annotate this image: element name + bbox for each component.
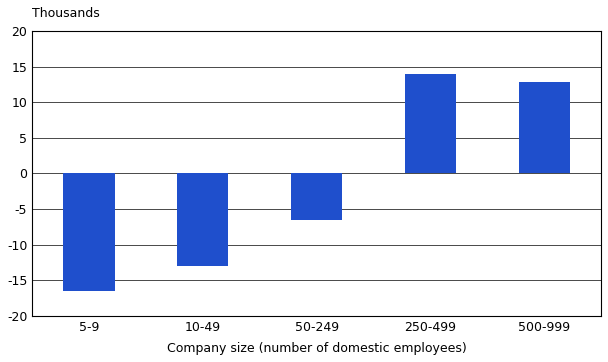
Bar [63, 173, 115, 291]
Bar [178, 173, 229, 266]
Bar [519, 82, 570, 173]
Bar [291, 173, 342, 220]
X-axis label: Company size (number of domestic employees): Company size (number of domestic employe… [167, 342, 466, 355]
Bar [405, 74, 456, 173]
Text: Thousands: Thousands [32, 7, 100, 20]
